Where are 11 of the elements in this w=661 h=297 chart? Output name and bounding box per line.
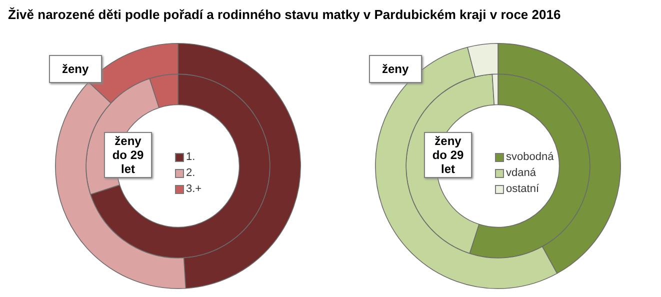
legend-label: ostatní (506, 183, 540, 195)
legend-label: svobodná (506, 151, 554, 163)
slice-label: ženy (369, 55, 422, 83)
legend-label: 3.+ (186, 183, 202, 195)
legend-label: 1. (186, 151, 196, 163)
chart-title: Živě narozené děti podle pořadí a rodinného stavu matky v Pardubickém kraji v roce 2016 (8, 7, 561, 22)
legend-label: vdaná (506, 167, 536, 179)
legend-label: 2. (186, 167, 196, 179)
slice-label: ženy (49, 55, 102, 83)
slice-label: ženy do 29 let (424, 132, 472, 178)
slice-label: ženy do 29 let (104, 132, 152, 178)
